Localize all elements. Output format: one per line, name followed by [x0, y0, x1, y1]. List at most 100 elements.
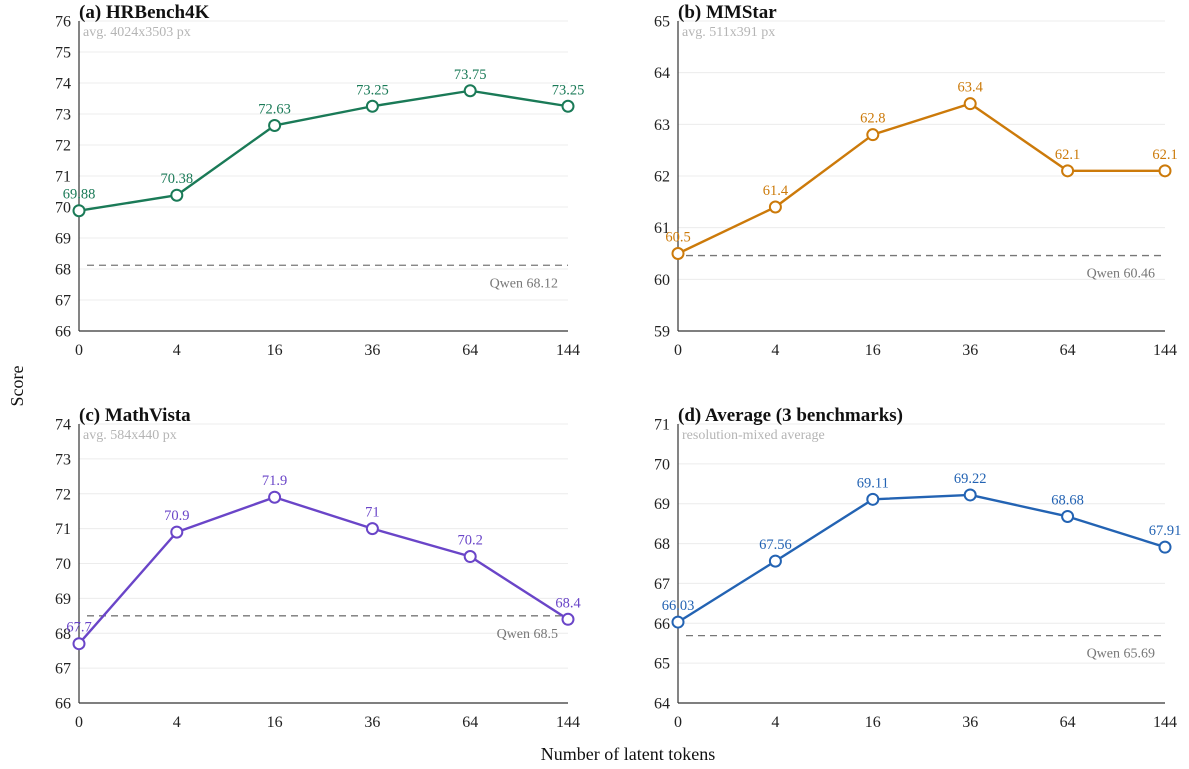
chart-title: (a) HRBench4K — [79, 2, 210, 23]
chart-subtitle: avg. 584x440 px — [83, 428, 177, 443]
data-label: 73.25 — [552, 82, 585, 98]
data-label: 63.4 — [958, 80, 984, 96]
chart-panel-1: 66 67 68 69 70 71 72 73 74 75 76 0 4 16 36 64 144 (a) HRB… — [55, 2, 584, 359]
y-tick-label: 66 — [654, 616, 670, 633]
x-tick-label: 0 — [75, 342, 83, 359]
x-tick-label: 0 — [674, 342, 682, 359]
reference-label: Qwen 68.12 — [490, 276, 558, 291]
y-tick-label: 60 — [654, 272, 670, 289]
x-tick-label: 4 — [771, 714, 779, 731]
data-label: 69.11 — [857, 475, 889, 491]
data-label: 73.75 — [454, 67, 487, 83]
series-line — [78, 89, 569, 212]
data-label: 62.1 — [1152, 147, 1177, 163]
y-tick-label: 66 — [55, 324, 71, 341]
data-point — [671, 615, 685, 629]
x-tick-label: 64 — [462, 714, 478, 731]
y-tick-label: 70 — [55, 200, 71, 217]
y-tick-label: 73 — [55, 107, 71, 124]
y-tick-label: 67 — [55, 661, 71, 678]
reference-label: Qwen 65.69 — [1087, 647, 1155, 662]
y-tick-label: 62 — [654, 169, 670, 186]
y-tick-label: 66 — [55, 696, 71, 713]
data-label: 66.03 — [662, 598, 695, 614]
data-point — [1158, 540, 1172, 554]
y-tick-label: 65 — [654, 14, 670, 31]
x-tick-label: 16 — [267, 342, 283, 359]
x-tick-label: 4 — [173, 342, 181, 359]
x-tick-label: 16 — [267, 714, 283, 731]
data-label: 67.91 — [1149, 523, 1182, 539]
data-point — [866, 128, 880, 142]
x-tick-label: 16 — [865, 342, 881, 359]
data-label: 67.56 — [759, 537, 792, 553]
x-tick-label: 16 — [865, 714, 881, 731]
data-label: 62.1 — [1055, 147, 1080, 163]
data-label: 67.7 — [66, 620, 91, 636]
y-tick-label: 65 — [654, 656, 670, 673]
data-label: 68.68 — [1051, 492, 1084, 508]
data-label: 71.9 — [262, 473, 287, 489]
y-tick-label: 64 — [654, 65, 670, 82]
data-point — [768, 200, 782, 214]
data-point — [268, 490, 282, 504]
y-tick-label: 74 — [55, 76, 71, 93]
x-tick-label: 144 — [556, 714, 580, 731]
chart-panel-4: 64 65 66 67 68 69 70 71 0 4 16 36 64 144 (d) Average (… — [654, 405, 1181, 731]
y-tick-label: 74 — [55, 417, 71, 434]
x-tick-label: 36 — [962, 342, 978, 359]
data-point — [365, 522, 379, 536]
chart-panel-3: 66 67 68 69 70 71 72 73 74 0 4 16 36 64 144 (c) MathVis… — [55, 405, 581, 731]
x-tick-label: 0 — [75, 714, 83, 731]
data-label: 61.4 — [763, 183, 789, 199]
data-point — [72, 637, 86, 651]
data-point — [463, 84, 477, 98]
x-tick-label: 4 — [173, 714, 181, 731]
x-tick-label: 4 — [771, 342, 779, 359]
data-label: 69.88 — [63, 187, 96, 203]
data-point — [463, 550, 477, 564]
y-tick-label: 69 — [55, 591, 71, 608]
data-point — [768, 554, 782, 568]
chart-panel-2: 59 60 61 62 63 64 65 0 4 16 36 64 144 (b) MMStar avg. … — [654, 2, 1178, 359]
data-point — [365, 99, 379, 113]
y-tick-label: 76 — [55, 14, 71, 31]
chart-subtitle: avg. 4024x3503 px — [83, 25, 191, 40]
y-axis-label: Score — [7, 365, 27, 406]
series-line — [677, 102, 1165, 255]
x-tick-label: 64 — [1060, 714, 1076, 731]
data-point — [866, 492, 880, 506]
y-tick-label: 70 — [654, 456, 670, 473]
chart-subtitle: avg. 511x391 px — [682, 25, 775, 40]
y-tick-label: 68 — [55, 626, 71, 643]
data-label: 70.9 — [164, 508, 189, 524]
y-tick-label: 68 — [55, 262, 71, 279]
y-tick-label: 63 — [654, 117, 670, 134]
data-point — [561, 99, 575, 113]
x-tick-label: 144 — [1153, 342, 1177, 359]
data-point — [170, 525, 184, 539]
series-line — [78, 496, 569, 645]
data-label: 62.8 — [860, 111, 885, 127]
series-line — [677, 493, 1166, 624]
x-tick-label: 144 — [1153, 714, 1177, 731]
data-point — [671, 247, 685, 260]
data-point — [72, 204, 86, 218]
data-label: 70.38 — [160, 171, 193, 187]
y-tick-label: 70 — [55, 556, 71, 573]
y-tick-label: 64 — [654, 696, 670, 713]
x-axis-label: Number of latent tokens — [541, 744, 715, 764]
y-tick-label: 68 — [654, 536, 670, 553]
data-point — [1158, 164, 1172, 178]
y-tick-label: 72 — [55, 486, 71, 503]
data-point — [170, 188, 184, 202]
reference-label: Qwen 60.46 — [1087, 267, 1155, 282]
y-tick-label: 73 — [55, 451, 71, 468]
y-tick-label: 61 — [654, 220, 670, 237]
data-label: 69.22 — [954, 471, 987, 487]
chart-title: (b) MMStar — [678, 2, 777, 23]
y-tick-label: 71 — [654, 417, 670, 434]
data-label: 71 — [365, 505, 380, 521]
y-tick-label: 69 — [55, 231, 71, 248]
